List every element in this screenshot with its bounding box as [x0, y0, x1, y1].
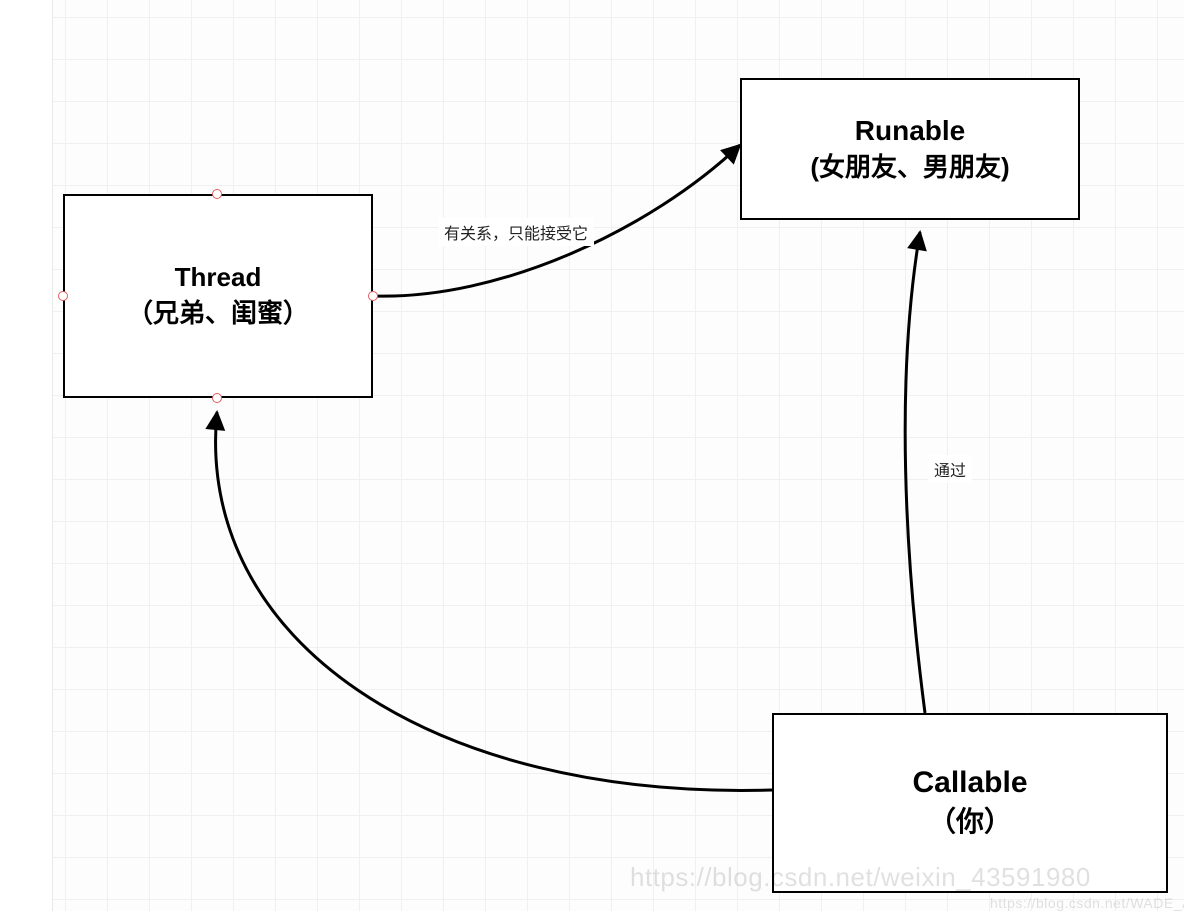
selection-handle[interactable] — [212, 393, 222, 403]
node-thread-title: Thread — [175, 262, 262, 293]
edge-label-thread-runable: 有关系，只能接受它 — [438, 218, 594, 246]
node-runable-title: Runable — [855, 115, 965, 147]
left-margin — [0, 0, 53, 911]
watermark-main: https://blog.csdn.net/weixin_43591980 — [630, 862, 1091, 893]
node-runable[interactable]: Runable (女朋友、男朋友) — [740, 78, 1080, 220]
node-thread-subtitle: （兄弟、闺蜜） — [127, 293, 309, 330]
node-runable-subtitle: (女朋友、男朋友) — [810, 147, 1009, 184]
node-thread[interactable]: Thread （兄弟、闺蜜） — [63, 194, 373, 398]
node-callable-subtitle: （你） — [928, 800, 1012, 840]
selection-handle[interactable] — [58, 291, 68, 301]
selection-handle[interactable] — [212, 189, 222, 199]
edge-label-callable-runable: 通过 — [928, 455, 972, 483]
watermark-small: https://blog.csdn.net/WADE_AJJD — [990, 895, 1184, 911]
selection-handle[interactable] — [368, 291, 378, 301]
node-callable-title: Callable — [912, 766, 1027, 800]
